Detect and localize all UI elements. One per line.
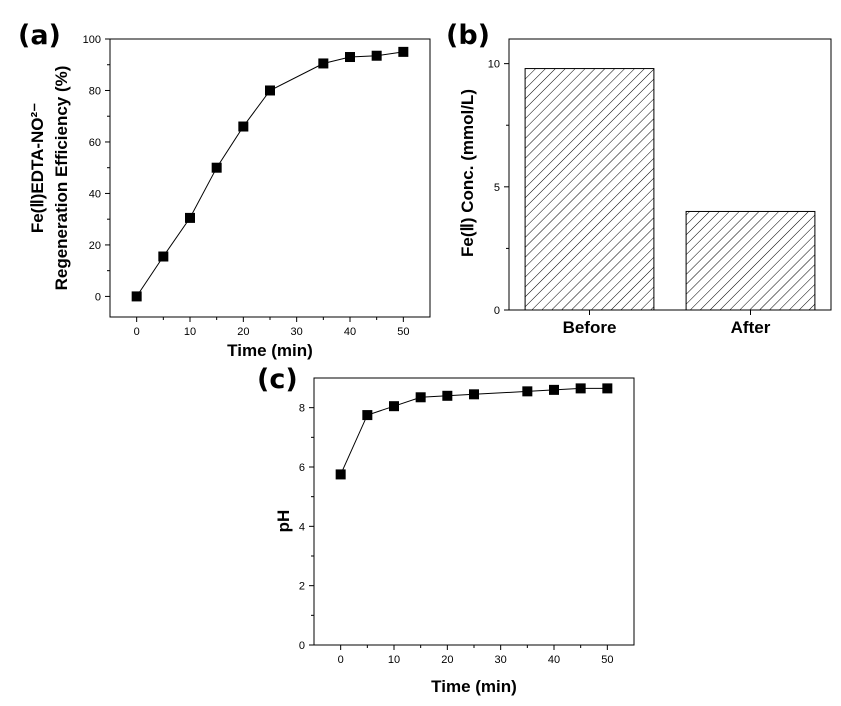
panel-a-x-tick-label: 10 <box>184 326 196 338</box>
panel-b-concentration-chart: (b) 0 5 10 Before After Fe(Ⅱ) Conc. (mmol/L) <box>446 20 832 337</box>
panel-c-data-point <box>389 401 399 412</box>
panel-a-plot-frame <box>109 38 431 318</box>
panel-c-series-line <box>340 387 608 475</box>
panel-a-y-tick-label: 40 <box>89 188 101 200</box>
panel-b-category-label: Before <box>563 318 617 337</box>
panel-c-x-tick-label: 50 <box>601 654 613 666</box>
panel-a-data-point <box>371 50 382 61</box>
panel-b-bar <box>524 68 655 311</box>
panel-a-data-point <box>345 52 355 63</box>
panel-b-category-label: After <box>731 318 771 337</box>
panel-a-data-point <box>318 58 329 69</box>
panel-b-y-tick-label: 0 <box>494 305 500 317</box>
panel-b-y-axis-title: Fe(Ⅱ) Conc. (mmol/L) <box>458 89 477 257</box>
panel-a-x-tick-label: 20 <box>237 326 249 338</box>
panel-a-y-axis-title-line2: Regeneration Efficiency (%) <box>52 66 71 291</box>
panel-a-data-point <box>238 121 249 132</box>
panel-c-x-tick-label: 30 <box>495 654 507 666</box>
panel-a-data-point <box>185 212 195 223</box>
panel-c-x-tick-label: 0 <box>338 654 344 666</box>
panel-a-data-point <box>398 46 409 57</box>
panel-b-y-tick-label: 10 <box>488 59 500 71</box>
panel-a-y-tick-label: 20 <box>89 240 101 252</box>
panel-c-y-tick-label: 6 <box>299 462 305 474</box>
panel-a-label: (a) <box>18 20 61 51</box>
panel-a-series-line <box>136 51 404 297</box>
panel-c-data-point <box>415 392 426 403</box>
panel-c-plot-frame <box>313 377 635 646</box>
panel-c-y-tick-label: 8 <box>299 403 305 415</box>
panel-a-x-tick-label: 30 <box>291 326 303 338</box>
panel-a-data-point <box>158 251 169 262</box>
panel-c-data-point <box>335 469 346 480</box>
panel-c-y-axis-title: pH <box>274 510 293 533</box>
panel-c-data-point <box>575 383 586 394</box>
panel-a-y-tick-label: 60 <box>89 137 101 149</box>
panel-c-data-point <box>362 410 373 421</box>
panel-a-x-axis-title: Time (min) <box>227 341 313 360</box>
panel-a-x-tick-label: 40 <box>344 326 356 338</box>
panel-a-regeneration-chart: (a) 0 10 20 30 40 50 0 20 40 60 80 100 Time (min) F… <box>18 20 431 360</box>
panel-b-plot-frame <box>508 38 832 311</box>
panel-b-label: (b) <box>446 20 490 51</box>
panel-c-x-tick-label: 20 <box>441 654 453 666</box>
panel-a-y-tick-label: 0 <box>95 291 101 303</box>
panel-c-y-tick-label: 4 <box>299 521 305 533</box>
panel-c-ph-chart: (c) 0 10 20 30 40 50 0 2 4 6 8 Time (min) pH <box>257 364 635 696</box>
panel-a-x-tick-label: 0 <box>134 326 140 338</box>
panel-a-y-axis-title-line1: Fe(Ⅱ)EDTA-NO²⁻ <box>28 103 47 233</box>
panel-c-data-point <box>469 389 479 400</box>
panel-c-x-tick-label: 40 <box>548 654 560 666</box>
panel-c-y-tick-label: 2 <box>299 581 305 593</box>
panel-a-data-point <box>265 85 275 96</box>
panel-a-data-point <box>211 162 222 173</box>
panel-c-data-point <box>549 384 559 395</box>
panel-a-x-tick-label: 50 <box>397 326 409 338</box>
panel-b-bar <box>685 210 816 311</box>
panel-c-data-point <box>442 390 453 401</box>
panel-a-data-point <box>131 291 142 302</box>
panel-c-data-point <box>522 386 533 397</box>
panel-c-y-tick-label: 0 <box>299 640 305 652</box>
panel-c-label: (c) <box>257 364 298 395</box>
panel-a-y-tick-label: 100 <box>83 34 101 46</box>
panel-c-x-tick-label: 10 <box>388 654 400 666</box>
panel-b-y-tick-label: 5 <box>494 182 500 194</box>
panel-c-x-axis-title: Time (min) <box>431 677 517 696</box>
panel-a-y-tick-label: 80 <box>89 85 101 97</box>
panel-c-data-point <box>602 383 613 394</box>
